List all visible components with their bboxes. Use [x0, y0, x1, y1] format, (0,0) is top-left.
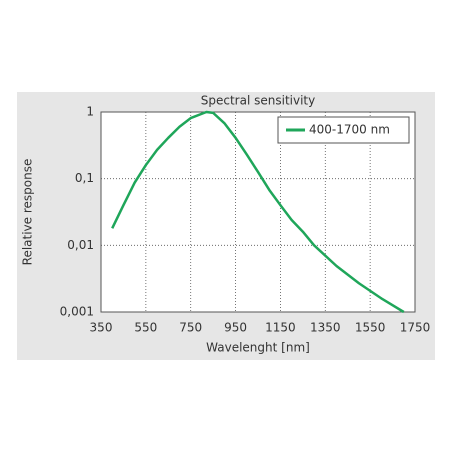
x-tick-label: 1550	[355, 321, 386, 335]
legend-label: 400-1700 nm	[309, 123, 390, 137]
legend-box	[277, 116, 410, 144]
line-series	[111, 110, 405, 314]
x-tick-label: 350	[90, 321, 113, 335]
x-tick-label: 950	[224, 321, 247, 335]
y-axis-label: Relative response	[21, 159, 35, 266]
x-tick-label: 1150	[265, 321, 296, 335]
y-tick-label: 0,01	[67, 238, 94, 252]
chart-title: Spectral sensitivity	[201, 94, 315, 108]
y-tick-label: 1	[86, 105, 94, 119]
y-tick-label: 0,1	[75, 171, 94, 185]
x-tick-label: 1750	[400, 321, 431, 335]
y-tick-label: 0,001	[60, 305, 94, 319]
plot-area	[100, 111, 416, 313]
x-tick-label: 1350	[310, 321, 341, 335]
x-axis-label: Wavelenght [nm]	[206, 341, 310, 355]
x-tick-label: 750	[179, 321, 202, 335]
x-tick-label: 550	[134, 321, 157, 335]
